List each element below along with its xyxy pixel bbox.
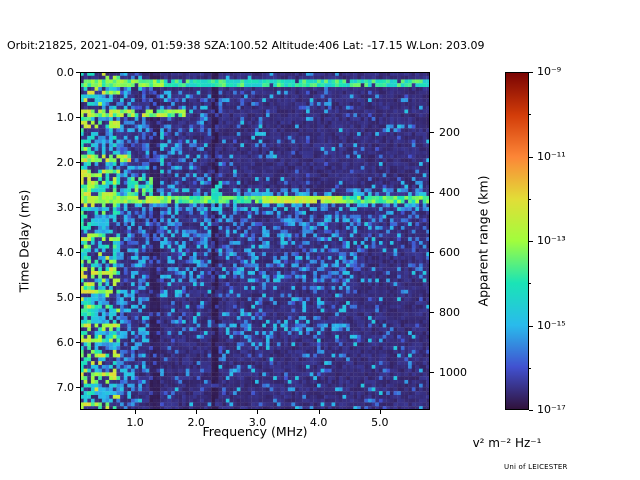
right-tick-label: 600 [439,246,460,260]
colorbar-tick-label: 10⁻¹⁵ [537,318,566,332]
y-tick-mark [76,252,80,254]
x-tick-mark [196,410,198,414]
y-tick-label: 5.0 [56,291,75,305]
x-tick-mark [135,410,137,414]
colorbar-minor-tick-mark [529,114,531,116]
x-axis-label: Frequency (MHz) [202,424,308,439]
y-tick-mark [76,387,80,389]
y-tick-mark [76,117,80,119]
colorbar-tick-mark [529,72,533,73]
y-tick-label: 7.0 [56,381,75,395]
right-tick-mark [430,372,434,374]
y-tick-label: 3.0 [56,201,75,215]
x-tick-label: 2.0 [187,416,206,429]
y-tick-label: 0.0 [56,66,75,79]
colorbar-tick-mark [529,241,533,242]
y-tick-label: 1.0 [56,111,75,125]
x-tick-mark [257,410,259,414]
x-tick-label: 4.0 [309,416,328,429]
y-tick-label: 6.0 [56,336,75,350]
right-tick-mark [430,312,434,314]
y-tick-label: 4.0 [56,246,75,260]
colorbar-unit-label: v² m⁻² Hz⁻¹ [472,436,542,450]
x-tick-mark [318,410,320,414]
y-tick-mark [76,297,80,299]
y-axis-label: Time Delay (ms) [16,189,32,293]
x-tick-label: 1.0 [126,416,144,429]
colorbar-tick-label: 10⁻¹¹ [537,149,566,163]
colorbar-tick-label: 10⁻⁹ [537,65,562,78]
right-tick-label: 800 [439,306,460,320]
y-tick-mark [76,72,80,73]
colorbar-tick-label: 10⁻¹⁷ [537,403,566,416]
colorbar-tick-mark [529,156,533,158]
y-tick-label: 2.0 [56,156,75,170]
right-tick-mark [430,252,434,254]
y-tick-mark [76,162,80,164]
right-tick-label: 400 [439,186,460,200]
right-tick-mark [430,192,434,194]
y-tick-mark [76,207,80,209]
colorbar-minor-tick-mark [529,198,531,200]
x-tick-mark [379,410,381,414]
colorbar-tick-mark [529,325,533,327]
y-tick-mark [76,342,80,344]
colorbar [505,72,529,410]
plot-title: Orbit:21825, 2021-04-09, 01:59:38 SZA:10… [7,39,485,52]
right-axis-label: Apparent range (km) [475,175,491,307]
spectrogram-heatmap [80,72,430,410]
colorbar-tick-label: 10⁻¹³ [537,234,566,247]
x-tick-label: 3.0 [248,416,267,429]
colorbar-tick-mark [529,410,533,411]
right-tick-label: 200 [439,126,460,140]
colorbar-minor-tick-mark [529,283,531,285]
x-tick-label: 5.0 [371,416,389,429]
colorbar-minor-tick-mark [529,367,531,369]
credit-text: Uni of LEICESTER [504,463,568,471]
right-tick-label: 1000 [439,366,467,380]
right-tick-mark [430,132,434,134]
